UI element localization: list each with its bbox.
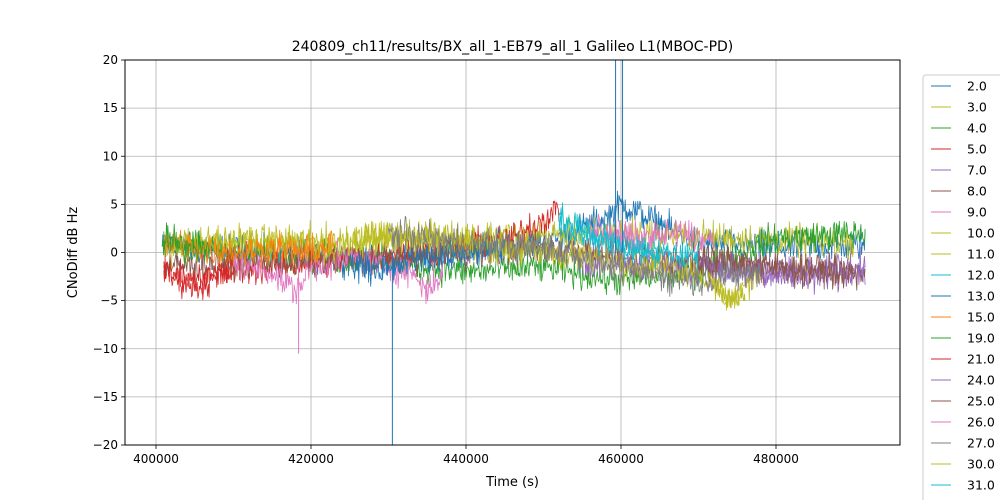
legend-entry: 10.0 <box>967 226 995 241</box>
legend-entry: 4.0 <box>967 121 987 136</box>
series-layer <box>161 60 866 445</box>
series-line-30-0 <box>713 276 746 311</box>
series-line-13-0 <box>349 235 506 287</box>
y-tick-label: 20 <box>103 53 118 67</box>
y-tick-label: 10 <box>103 149 118 163</box>
legend-entry: 24.0 <box>967 373 995 388</box>
series-line-21-0 <box>163 255 234 295</box>
x-tick-label: 480000 <box>753 452 799 466</box>
legend-entry: 21.0 <box>967 352 995 367</box>
legend-entry: 15.0 <box>967 310 995 325</box>
series-line-19-0 <box>163 222 211 266</box>
legend-entry: 3.0 <box>967 100 987 115</box>
legend-entry: 31.0 <box>967 478 995 493</box>
legend-entry: 12.0 <box>967 268 995 283</box>
series-line-25-0 <box>698 244 854 290</box>
legend-entry-truncated: 32.0 <box>967 499 995 500</box>
legend-entry: 11.0 <box>967 247 995 262</box>
legend: 2.0 3.0 4.0 5.0 7.0 8.0 9.0 10.0 11.0 12.0 13.0 15.… <box>922 74 1000 500</box>
legend-entry: 5.0 <box>967 142 987 157</box>
y-axis-label: CNoDiff dB Hz <box>66 207 81 299</box>
legend-entry: 26.0 <box>967 415 995 430</box>
x-axis: 400000 420000 440000 460000 480000 <box>133 445 799 466</box>
series-line-12-0 <box>558 213 699 271</box>
legend-entry: 30.0 <box>967 457 995 472</box>
x-tick-label: 400000 <box>133 452 179 466</box>
x-tick-label: 440000 <box>443 452 489 466</box>
y-tick-label: −5 <box>100 294 118 308</box>
series-line-24-0 <box>698 246 866 289</box>
chart-title: 240809_ch11/results/BX_all_1-EB79_all_1 … <box>292 39 734 55</box>
legend-box <box>922 74 1000 500</box>
legend-entry: 25.0 <box>967 394 995 409</box>
legend-entry: 9.0 <box>967 205 987 220</box>
y-axis: −20 −15 −10 −5 0 5 10 15 20 <box>93 53 125 452</box>
x-tick-label: 420000 <box>288 452 334 466</box>
x-tick-label: 460000 <box>598 452 644 466</box>
legend-entry: 7.0 <box>967 163 987 178</box>
series-line-11-0 <box>171 219 482 269</box>
series-line-27-0 <box>388 215 761 297</box>
y-tick-label: −15 <box>93 390 118 404</box>
y-tick-label: 15 <box>103 101 118 115</box>
y-tick-label: −10 <box>93 342 118 356</box>
series-line-15-0 <box>163 229 335 269</box>
series-line-26-0 <box>589 213 715 259</box>
legend-entry: 27.0 <box>967 436 995 451</box>
y-tick-label: 0 <box>110 246 118 260</box>
legend-entry: 13.0 <box>967 289 995 304</box>
x-axis-label: Time (s) <box>485 475 539 490</box>
legend-entry: 8.0 <box>967 184 987 199</box>
y-tick-label: 5 <box>110 197 118 211</box>
series-line-31-0 <box>558 202 661 270</box>
y-tick-label: −20 <box>93 438 118 452</box>
legend-entry: 19.0 <box>967 331 995 346</box>
legend-entry: 2.0 <box>967 79 987 94</box>
